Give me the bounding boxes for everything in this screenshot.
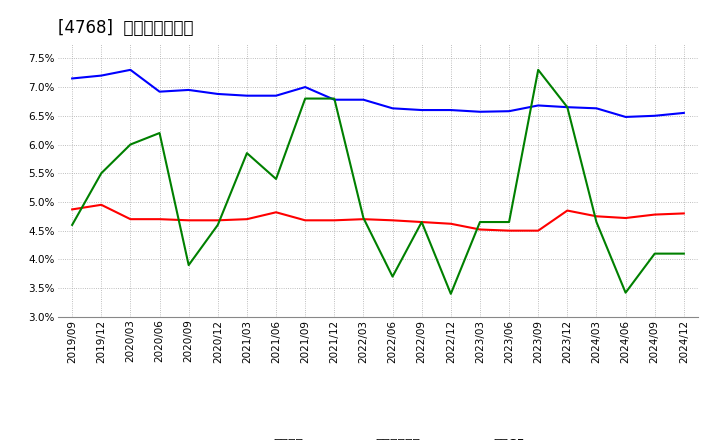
経常利益 [156, 89, 164, 94]
当期経常利益 [505, 228, 513, 233]
経常利益 [271, 93, 280, 98]
営業CF [330, 96, 338, 101]
当期経常利益 [359, 216, 368, 222]
経常利益 [592, 106, 600, 111]
当期経常利益 [68, 207, 76, 212]
営業CF [388, 274, 397, 279]
当期経常利益 [592, 214, 600, 219]
経常利益 [534, 103, 543, 108]
経常利益 [621, 114, 630, 120]
当期経常利益 [418, 220, 426, 225]
当期経常利益 [271, 209, 280, 215]
経常利益 [505, 109, 513, 114]
営業CF [213, 222, 222, 227]
営業CF [359, 215, 368, 220]
当期経常利益 [156, 216, 164, 222]
経常利益 [68, 76, 76, 81]
当期経常利益 [330, 218, 338, 223]
当期経常利益 [97, 202, 106, 207]
当期経常利益 [301, 218, 310, 223]
当期経常利益 [126, 216, 135, 222]
経常利益 [330, 97, 338, 103]
営業CF [621, 290, 630, 295]
経常利益 [446, 107, 455, 113]
営業CF [418, 220, 426, 225]
当期経常利益 [213, 218, 222, 223]
当期経常利益 [621, 215, 630, 220]
経常利益 [184, 87, 193, 92]
経常利益 [126, 67, 135, 73]
経常利益 [680, 110, 688, 116]
営業CF [68, 222, 76, 227]
経常利益 [213, 92, 222, 97]
当期経常利益 [446, 221, 455, 227]
経常利益 [418, 107, 426, 113]
Line: 経常利益: 経常利益 [72, 70, 684, 117]
営業CF [446, 291, 455, 297]
経常利益 [476, 109, 485, 114]
営業CF [650, 251, 659, 256]
経常利益 [97, 73, 106, 78]
当期経常利益 [563, 208, 572, 213]
営業CF [476, 220, 485, 225]
営業CF [592, 220, 600, 225]
営業CF [534, 67, 543, 73]
営業CF [156, 130, 164, 136]
当期経常利益 [184, 218, 193, 223]
当期経常利益 [650, 212, 659, 217]
営業CF [301, 96, 310, 101]
経常利益 [563, 105, 572, 110]
営業CF [680, 251, 688, 256]
営業CF [184, 263, 193, 268]
Text: [4768]  マージンの推移: [4768] マージンの推移 [58, 19, 193, 37]
営業CF [563, 105, 572, 110]
当期経常利益 [680, 211, 688, 216]
営業CF [126, 142, 135, 147]
営業CF [505, 220, 513, 225]
Line: 営業CF: 営業CF [72, 70, 684, 294]
営業CF [243, 150, 251, 156]
経常利益 [650, 113, 659, 118]
当期経常利益 [476, 227, 485, 232]
当期経常利益 [534, 228, 543, 233]
経常利益 [388, 106, 397, 111]
当期経常利益 [388, 218, 397, 223]
経常利益 [359, 97, 368, 103]
営業CF [97, 171, 106, 176]
営業CF [271, 176, 280, 182]
経常利益 [301, 84, 310, 90]
経常利益 [243, 93, 251, 98]
Line: 当期経常利益: 当期経常利益 [72, 205, 684, 231]
当期経常利益 [243, 216, 251, 222]
Legend: 経常利益, 当期経常利益, 営業CF: 経常利益, 当期経常利益, 営業CF [232, 438, 524, 440]
